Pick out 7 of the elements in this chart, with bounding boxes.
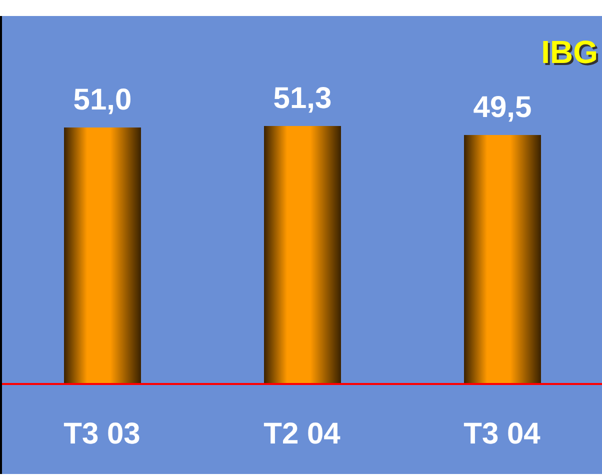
data-label: 51,0 [73, 84, 132, 117]
x-tick-label: T2 04 [264, 417, 341, 450]
x-tick-label: T3 03 [64, 417, 140, 450]
data-label: 49,5 [473, 91, 532, 124]
x-tick-label: T3 04 [464, 417, 541, 450]
data-label: 51,3 [273, 82, 332, 115]
chart-title: IBG [541, 34, 598, 71]
